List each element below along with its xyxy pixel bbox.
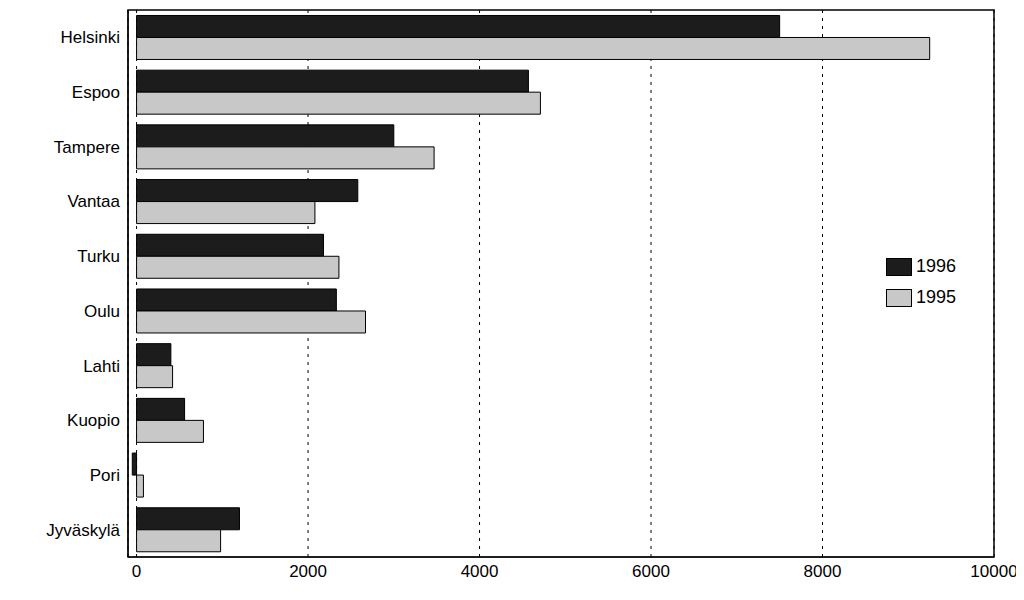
svg-text:6000: 6000 (632, 562, 670, 581)
svg-text:Turku: Turku (77, 247, 120, 266)
html-text:1996: 1996 (916, 256, 956, 276)
svg-text:8000: 8000 (804, 562, 842, 581)
svg-text:Oulu: Oulu (84, 302, 120, 321)
svg-text:2000: 2000 (289, 562, 327, 581)
svg-text:Jyväskylä: Jyväskylä (46, 521, 120, 540)
svg-text:Kuopio: Kuopio (67, 411, 120, 430)
svg-text:Tampere: Tampere (54, 138, 120, 157)
svg-text:Pori: Pori (90, 466, 120, 485)
svg-text:0: 0 (132, 562, 141, 581)
svg-text:4000: 4000 (461, 562, 499, 581)
svg-text:Espoo: Espoo (72, 83, 120, 102)
html-text:1995: 1995 (916, 287, 956, 307)
svg-text:10000: 10000 (970, 562, 1016, 581)
svg-text:Lahti: Lahti (83, 357, 120, 376)
svg-text:Helsinki: Helsinki (60, 28, 120, 47)
svg-text:Vantaa: Vantaa (67, 192, 120, 211)
